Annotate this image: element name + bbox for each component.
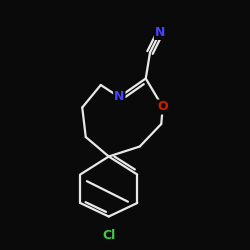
Text: N: N: [114, 90, 124, 104]
Text: N: N: [155, 26, 165, 39]
Text: Cl: Cl: [102, 229, 116, 242]
Text: O: O: [158, 100, 168, 114]
